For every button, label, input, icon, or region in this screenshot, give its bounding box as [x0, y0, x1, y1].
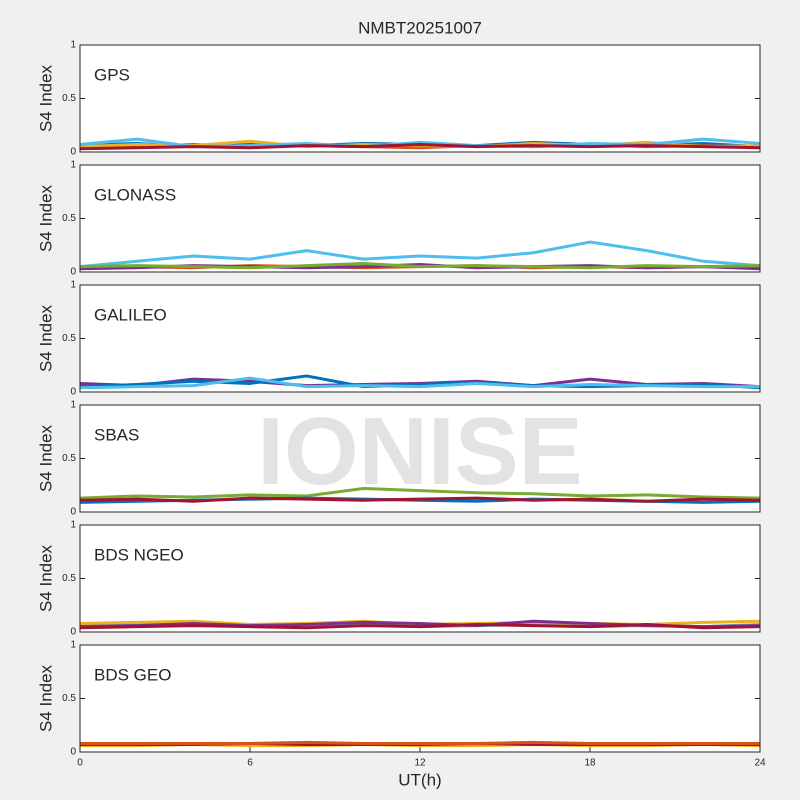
panel-label: GLONASS — [94, 185, 176, 204]
y-tick-label: 1 — [70, 40, 76, 51]
y-axis-label: S4 Index — [36, 664, 55, 732]
y-tick-label: 1 — [70, 280, 76, 291]
axes-background — [80, 45, 760, 152]
panel-label: GPS — [94, 65, 130, 84]
chart-title: NMBT20251007 — [358, 18, 482, 37]
y-tick-label: 0.5 — [62, 453, 76, 464]
y-tick-label: 0 — [70, 147, 76, 158]
y-tick-label: 0.5 — [62, 693, 76, 704]
axes-background — [80, 165, 760, 272]
y-tick-label: 1 — [70, 400, 76, 411]
y-tick-label: 0 — [70, 387, 76, 398]
y-tick-label: 1 — [70, 520, 76, 531]
axes-box — [79, 404, 761, 513]
series-line — [79, 143, 761, 151]
axes-background — [80, 645, 760, 752]
y-axis-label: S4 Index — [36, 424, 55, 492]
axes-box — [79, 644, 761, 753]
series-line — [79, 240, 761, 269]
x-axis-label: UT(h) — [398, 770, 441, 789]
y-tick-label: 0 — [70, 267, 76, 278]
series-line — [79, 376, 760, 390]
watermark: IONISE — [257, 398, 582, 505]
series-line — [79, 261, 761, 270]
axes-box — [79, 284, 761, 393]
y-tick-label: 0.5 — [62, 93, 76, 104]
x-tick-label: 18 — [584, 758, 596, 769]
axes-box — [79, 524, 761, 633]
series-line — [80, 740, 760, 745]
y-axis-label: S4 Index — [36, 544, 55, 612]
panel-label: SBAS — [94, 425, 139, 444]
y-axis-label: S4 Index — [36, 304, 55, 372]
y-tick-label: 0.5 — [62, 213, 76, 224]
x-tick-label: 12 — [414, 758, 426, 769]
series-line — [79, 486, 761, 500]
y-tick-label: 1 — [70, 160, 76, 171]
axes-box — [79, 164, 761, 273]
x-tick-label: 24 — [754, 758, 766, 769]
series-line — [79, 623, 761, 630]
axes-box — [79, 44, 761, 153]
x-tick-label: 0 — [77, 758, 83, 769]
y-axis-label: S4 Index — [36, 184, 55, 252]
x-tick-label: 6 — [247, 758, 253, 769]
y-tick-label: 0.5 — [62, 333, 76, 344]
panel-label: BDS NGEO — [94, 545, 184, 564]
panel-label: BDS GEO — [94, 665, 171, 684]
axes-background — [80, 285, 760, 392]
panel-label: GALILEO — [94, 305, 167, 324]
y-tick-label: 1 — [70, 640, 76, 651]
y-axis-label: S4 Index — [36, 64, 55, 132]
y-tick-label: 0 — [70, 747, 76, 758]
axes-background — [80, 525, 760, 632]
y-tick-label: 0.5 — [62, 573, 76, 584]
y-tick-label: 0 — [70, 627, 76, 638]
series-line — [79, 496, 761, 503]
y-tick-label: 0 — [70, 507, 76, 518]
